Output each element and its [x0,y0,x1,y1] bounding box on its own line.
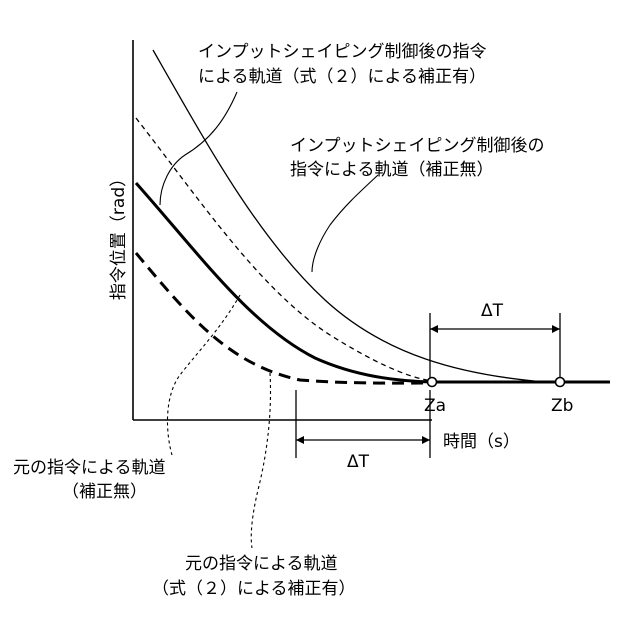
label-original-corrected-line2: （式（２）による補正有） [152,579,356,599]
lower-dt-label: ΔT [347,452,370,472]
leader-shaped-uncorrected [312,175,378,272]
label-original-uncorrected-line1: 元の指令による軌道 [13,458,166,478]
curve-shaped-uncorrected [153,50,605,382]
upper-dt-arrow-right [552,325,560,333]
lower-dt-arrow-left [296,436,304,444]
upper-dt-label: ΔT [481,301,504,321]
x-axis-label: 時間（s） [443,432,520,452]
curve-original-uncorrected [136,183,432,382]
leader-original-uncorrected [167,295,240,455]
y-axis-label-group: 指令位置（rad） [109,170,129,300]
marker-za [428,378,437,387]
curve-shaped-corrected [136,118,432,381]
marker-za-label: Za [424,396,446,416]
label-shaped-corrected-line2: による軌道（式（２）による補正有） [198,67,486,87]
upper-dt-arrow-left [430,325,438,333]
label-shaped-uncorrected-line1: インプットシェイピング制御後の [290,136,545,156]
label-shaped-corrected-line1: インプットシェイピング制御後の指令 [198,42,487,62]
label-shaped-uncorrected-line2: 指令による軌道（補正無） [290,160,494,180]
marker-zb [556,378,565,387]
y-axis-label: 指令位置（rad） [109,170,129,300]
marker-zb-label: Zb [551,396,573,416]
leader-shaped-corrected [160,92,237,205]
curve-original-corrected [136,253,432,383]
leader-original-corrected [251,373,270,548]
label-original-uncorrected-line2: （補正無） [62,482,147,502]
label-original-corrected-line1: 元の指令による軌道 [185,554,338,574]
lower-dt-arrow-right [422,436,430,444]
